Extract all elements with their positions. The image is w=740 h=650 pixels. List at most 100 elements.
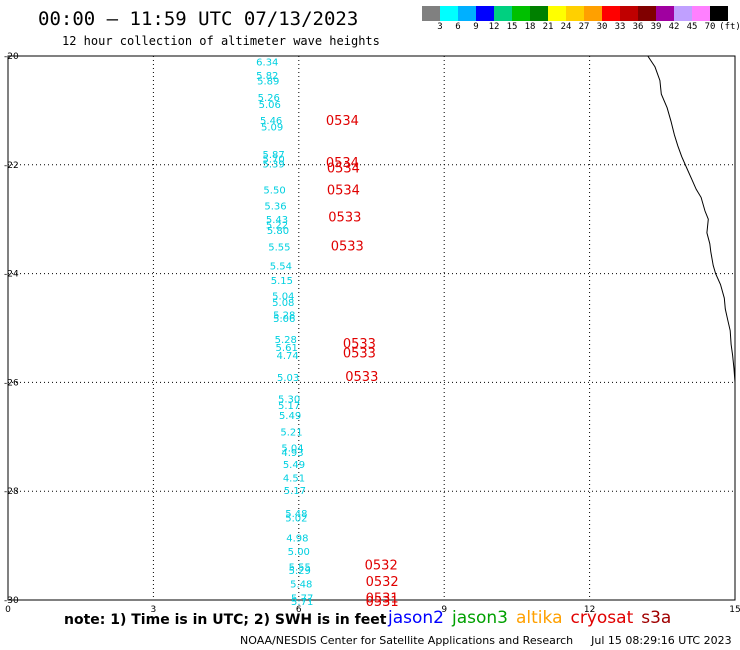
wave-height-label: 5.28: [275, 335, 297, 346]
x-tick-label: 9: [441, 605, 447, 615]
wave-height-label: 4.98: [286, 533, 308, 544]
colorbar-swatch: [494, 6, 513, 21]
colorbar-label: 45: [686, 22, 698, 32]
colorbar: [422, 6, 728, 21]
wave-height-label: 5.49: [279, 411, 301, 422]
map-frame: [7, 55, 736, 601]
wave-height-label: 6.34: [256, 57, 278, 68]
colorbar-swatch: [710, 6, 728, 21]
colorbar-swatch: [566, 6, 585, 21]
colorbar-label: 12: [488, 22, 500, 32]
satellite-legend: jason2 jason3 altika cryosat s3a: [388, 608, 679, 628]
wave-height-label: 5.89: [257, 76, 279, 87]
pass-time-label: 0531: [366, 595, 399, 610]
colorbar-swatch: [548, 6, 567, 21]
x-tick-label: 0: [5, 605, 11, 615]
wave-height-label: 5.00: [288, 547, 310, 558]
colorbar-label: 33: [614, 22, 626, 32]
wave-height-label: 4.51: [283, 474, 305, 485]
y-tick-label: -26: [4, 378, 19, 388]
pass-time-label: 0534: [326, 114, 359, 129]
wave-height-label: 5.77: [291, 593, 313, 604]
legend-entry-cryosat: cryosat: [570, 608, 634, 628]
coastline: [647, 55, 736, 394]
legend-entry-s3a: s3a: [641, 608, 672, 628]
wave-height-label: 5.39: [262, 160, 284, 171]
wave-height-label: 5.46: [260, 116, 282, 127]
y-tick-label: -30: [4, 596, 19, 606]
wave-height-label: 5.36: [264, 202, 286, 213]
colorbar-label: 42: [668, 22, 680, 32]
wave-height-label: 5.29: [289, 566, 311, 577]
colorbar-label: 15: [506, 22, 518, 32]
wave-height-label: 5.22: [266, 221, 288, 232]
wave-height-label: 5.71: [291, 597, 313, 608]
colorbar-swatch: [674, 6, 693, 21]
y-tick-label: -22: [4, 161, 19, 171]
x-tick-label: 15: [729, 605, 740, 615]
wave-height-label: 4.74: [277, 351, 299, 362]
footer: NOAA/NESDIS Center for Satellite Applica…: [240, 634, 732, 647]
footer-center: NOAA/NESDIS Center for Satellite Applica…: [240, 634, 574, 647]
wave-height-label: 5.80: [267, 226, 289, 237]
colorbar-label: 39: [650, 22, 662, 32]
colorbar-label: 6: [455, 22, 461, 32]
wave-height-label: 5.82: [256, 71, 278, 82]
colorbar-label: 18: [524, 22, 536, 32]
y-tick-label: -28: [4, 487, 19, 497]
wave-height-label: 5.03: [277, 373, 299, 384]
colorbar-label: 3: [437, 22, 443, 32]
wave-height-label: 5.70: [262, 154, 284, 165]
colorbar-label: 27: [578, 22, 590, 32]
pass-time-label: 0534: [326, 156, 359, 171]
wave-height-label: 5.28: [273, 310, 295, 321]
pass-time-label: 0532: [366, 575, 399, 590]
wave-height-label: 5.48: [285, 509, 307, 520]
wave-height-label: 5.87: [262, 150, 284, 161]
wave-height-label: 5.48: [290, 580, 312, 591]
wave-height-label: 5.49: [283, 460, 305, 471]
colorbar-swatch: [476, 6, 495, 21]
colorbar-swatch: [638, 6, 657, 21]
colorbar-swatch: [692, 6, 711, 21]
wave-height-labels: 6.34 5.825.89 5.265.06 5.465.09 5.875.705.39…: [256, 57, 313, 608]
colorbar-labels: 3 6 9 12 15 18 21 24 27 30 33 36 39 42 45 70 (ft): [422, 22, 740, 34]
pass-time-label: 0533: [345, 370, 378, 385]
wave-height-label: 4.93: [281, 448, 303, 459]
legend-entry-altika: altika: [516, 608, 563, 628]
colorbar-label: 36: [632, 22, 644, 32]
wave-height-label: 5.17: [284, 486, 306, 497]
colorbar-label: 30: [596, 22, 608, 32]
colorbar-swatch: [602, 6, 621, 21]
pass-time-label: 0533: [343, 337, 376, 352]
colorbar-label: 24: [560, 22, 572, 32]
wave-height-label: 5.21: [280, 427, 302, 438]
x-tick-label: 12: [584, 605, 595, 615]
wave-height-label: 5.26: [258, 93, 280, 104]
x-tick-label: 3: [151, 605, 157, 615]
pass-time-label: 0534: [327, 183, 360, 198]
wave-height-label: 5.04: [272, 291, 294, 302]
colorbar-swatch: [620, 6, 639, 21]
pass-time-label: 0533: [328, 210, 361, 225]
legend-entry-jason2: jason2: [388, 608, 444, 628]
pass-time-label: 0534: [327, 162, 360, 177]
wave-height-label: 5.09: [261, 123, 283, 134]
wave-height-label: 5.43: [266, 215, 288, 226]
colorbar-swatch: [440, 6, 459, 21]
page-title: 00:00 – 11:59 UTC 07/13/2023: [38, 8, 359, 30]
wave-height-label: 5.30: [278, 395, 300, 406]
wave-height-label: 5.55: [289, 562, 311, 573]
pass-time-labels: 0534053405340534053305330533053305330532…: [326, 114, 399, 610]
page-subtitle: 12 hour collection of altimeter wave hei…: [62, 34, 380, 48]
colorbar-swatch: [530, 6, 549, 21]
wave-height-label: 5.08: [272, 298, 294, 309]
wave-height-label: 5.50: [263, 185, 285, 196]
colorbar-label: 9: [473, 22, 479, 32]
y-tick-label: -20: [4, 52, 19, 62]
wave-height-label: 5.61: [276, 343, 298, 354]
colorbar-label: 21: [542, 22, 554, 32]
pass-time-label: 0531: [366, 591, 399, 606]
wave-height-label: 5.06: [259, 100, 281, 111]
colorbar-swatch: [656, 6, 675, 21]
